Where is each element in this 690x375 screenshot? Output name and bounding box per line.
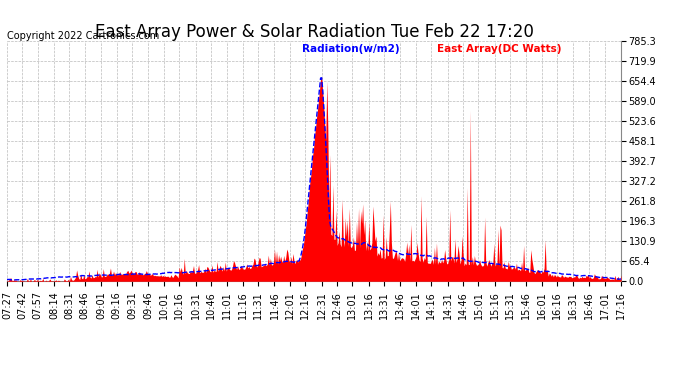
Text: Radiation(w/m2): Radiation(w/m2) xyxy=(302,44,400,54)
Text: East Array(DC Watts): East Array(DC Watts) xyxy=(437,44,561,54)
Text: Copyright 2022 Cartronics.com: Copyright 2022 Cartronics.com xyxy=(7,32,159,41)
Title: East Array Power & Solar Radiation Tue Feb 22 17:20: East Array Power & Solar Radiation Tue F… xyxy=(95,23,533,41)
